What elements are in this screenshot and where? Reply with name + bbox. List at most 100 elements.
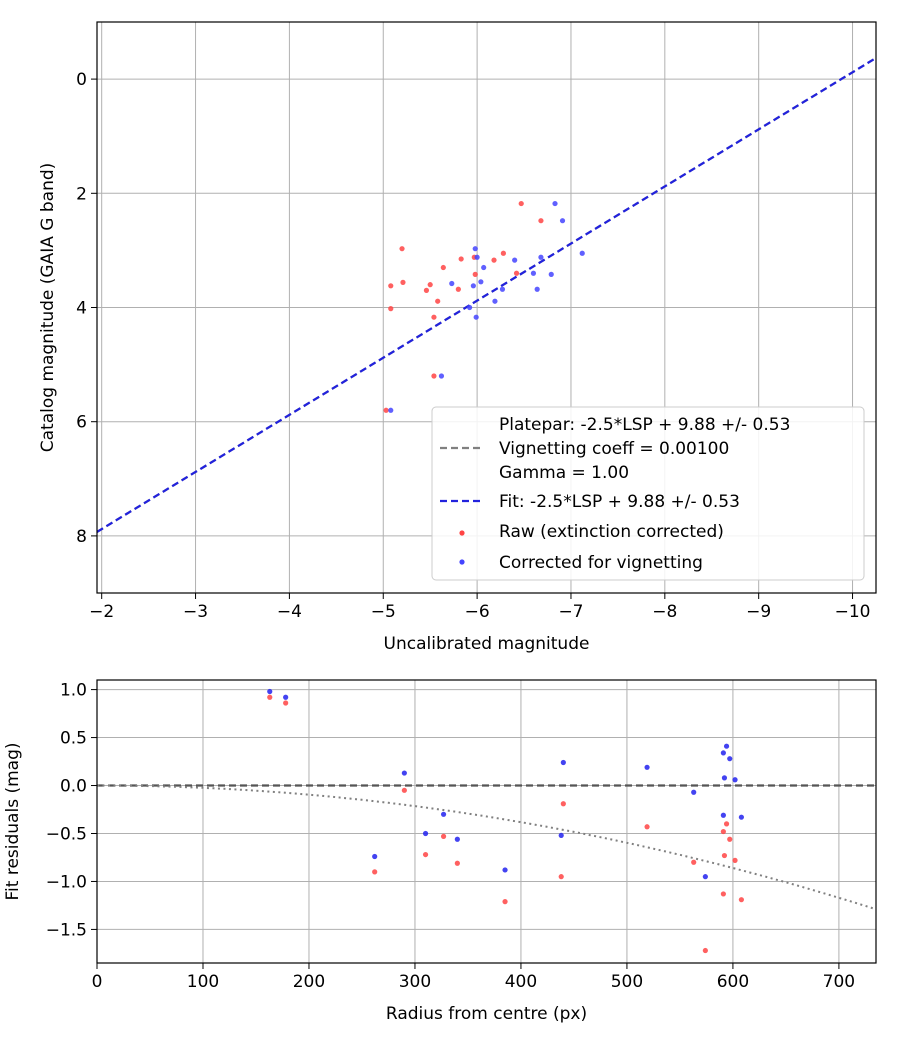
- axes-frame: [96, 679, 877, 964]
- data-point-series-1: [470, 283, 476, 289]
- data-point-series-1: [538, 254, 544, 260]
- data-point-series-1: [267, 688, 273, 695]
- data-point-series-1: [534, 286, 540, 292]
- chart-panel-1: 0 100 200 300 400 500 600 700 1.0 0.5 0.0 −0.5 −1.0 −…: [3, 679, 877, 1024]
- x-tick-label: 500: [611, 972, 643, 992]
- x-tick-label: −10: [835, 602, 871, 622]
- y-tick-label: 6: [76, 413, 87, 433]
- series-line-1: [97, 784, 876, 911]
- data-point-series-0: [720, 828, 726, 835]
- plot-content: [97, 688, 876, 954]
- legend-label-platepar: Platepar: -2.5*LSP + 9.88 +/- 0.53 Vignet…: [499, 415, 790, 483]
- data-point-series-1: [401, 770, 407, 776]
- x-tick-label: −6: [465, 602, 490, 622]
- legend-label-raw: Raw (extinction corrected): [499, 522, 724, 542]
- data-point-series-1: [559, 218, 566, 224]
- data-point-series-1: [691, 789, 697, 795]
- data-point-series-0: [538, 218, 544, 224]
- data-point-series-0: [267, 694, 273, 700]
- legend-marker-raw: [459, 530, 465, 536]
- series-line-1: [97, 57, 876, 533]
- data-point-series-0: [400, 279, 406, 285]
- ticks: [91, 78, 854, 599]
- data-point-series-1: [720, 812, 726, 818]
- legend-marker-corrected: [459, 559, 465, 565]
- data-point-series-0: [502, 899, 508, 905]
- data-point-series-1: [372, 853, 378, 860]
- data-point-series-1: [467, 304, 473, 311]
- y-tick-label: 0.5: [60, 729, 87, 749]
- x-tick-label: −7: [558, 602, 583, 622]
- data-point-series-0: [440, 833, 447, 839]
- data-point-series-0: [383, 407, 389, 413]
- y-tick-label: −0.5: [46, 824, 87, 844]
- data-point-series-1: [579, 250, 585, 256]
- data-point-series-0: [518, 200, 524, 207]
- data-point-series-1: [492, 298, 498, 304]
- data-point-series-0: [454, 860, 460, 866]
- x-axis-label: Radius from centre (px): [386, 1004, 587, 1024]
- data-point-series-0: [423, 287, 430, 293]
- x-tick-label: 200: [293, 972, 325, 992]
- x-tick-label: 100: [187, 972, 219, 992]
- data-point-series-0: [427, 282, 433, 288]
- y-axis-label: Fit residuals (mag): [3, 743, 23, 901]
- data-point-series-0: [283, 700, 289, 706]
- data-point-series-0: [388, 306, 394, 312]
- y-tick-label: −1.5: [46, 920, 87, 940]
- data-point-series-0: [644, 824, 650, 830]
- data-point-series-1: [723, 743, 730, 749]
- data-point-series-1: [478, 279, 484, 285]
- data-point-series-0: [738, 897, 744, 903]
- data-point-series-0: [422, 851, 429, 858]
- data-point-series-1: [473, 314, 479, 320]
- y-tick-label: 0.0: [60, 777, 87, 797]
- data-point-series-0: [431, 314, 437, 320]
- data-point-series-1: [732, 777, 738, 783]
- data-point-series-1: [474, 254, 480, 260]
- data-point-series-0: [732, 857, 738, 863]
- legend-label-line: Vignetting coeff = 0.00100: [499, 439, 729, 459]
- data-point-series-1: [560, 759, 566, 766]
- data-point-series-1: [721, 775, 728, 781]
- data-point-series-1: [738, 814, 744, 820]
- data-point-series-1: [481, 264, 487, 271]
- x-tick-label: −2: [89, 602, 114, 622]
- data-point-series-0: [435, 298, 441, 304]
- data-point-series-1: [530, 270, 537, 276]
- data-point-series-0: [513, 270, 520, 276]
- y-tick-label: −1.0: [46, 872, 87, 892]
- data-point-series-0: [721, 852, 728, 859]
- legend-label-line: Platepar: -2.5*LSP + 9.88 +/- 0.53: [499, 415, 790, 435]
- data-point-series-0: [558, 874, 564, 880]
- y-tick-label: 2: [76, 184, 87, 204]
- data-point-series-0: [401, 787, 407, 793]
- x-axis-label: Uncalibrated magnitude: [384, 634, 590, 654]
- data-point-series-1: [552, 200, 558, 207]
- data-point-series-0: [455, 286, 461, 292]
- data-point-series-1: [283, 694, 289, 700]
- x-tick-label: −8: [652, 602, 677, 622]
- data-point-series-0: [372, 869, 378, 875]
- data-point-series-1: [502, 867, 508, 873]
- legend-label-line: Gamma = 1.00: [499, 463, 629, 483]
- x-tick-label: −9: [746, 602, 771, 622]
- y-tick-label: 4: [76, 299, 87, 319]
- x-tick-label: 600: [717, 972, 749, 992]
- data-point-series-1: [422, 830, 429, 837]
- data-point-series-0: [702, 947, 708, 954]
- data-point-series-1: [449, 280, 455, 287]
- legend: Platepar: -2.5*LSP + 9.88 +/- 0.53 Vignet…: [431, 406, 865, 581]
- data-point-series-0: [560, 801, 566, 807]
- data-point-series-0: [399, 246, 405, 252]
- data-point-series-1: [454, 836, 460, 842]
- ticks: [91, 689, 840, 969]
- data-point-series-1: [440, 811, 447, 817]
- data-point-series-1: [499, 286, 506, 292]
- grid: [96, 680, 876, 963]
- x-tick-label: 300: [399, 972, 431, 992]
- x-tick-label: −5: [371, 602, 396, 622]
- data-point-series-1: [727, 756, 733, 762]
- data-point-series-0: [472, 271, 478, 277]
